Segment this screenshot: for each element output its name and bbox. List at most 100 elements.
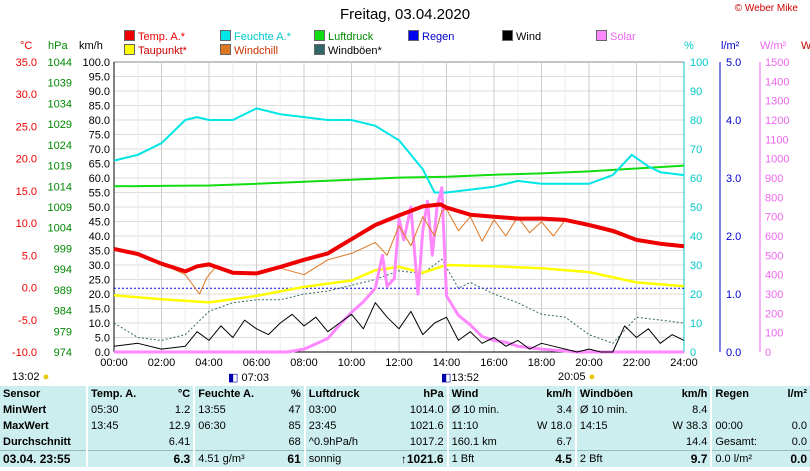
summary-cell: 8.4 <box>692 404 708 416</box>
unit-rain: l/m² <box>721 40 740 52</box>
tick-label-temp: 25.0 <box>16 121 37 133</box>
summary-cell: sonnig <box>303 450 382 467</box>
summary-header-temp: Temp. A. <box>85 386 157 402</box>
summary-cell: ^0.9hPa/h <box>303 434 382 451</box>
summary-cell: 1.2 <box>174 404 191 416</box>
tick-label-rain: 2.0 <box>726 231 741 243</box>
tick-label-pressure: 1034 <box>48 98 72 110</box>
summary-cell: 160.1 km <box>446 434 521 451</box>
summary-cell <box>574 434 656 451</box>
tick-label-x: 12:00 <box>385 357 413 369</box>
legend-solar: Solar <box>596 30 636 43</box>
sunrise-marker: ◧ 07:03 <box>228 372 269 384</box>
series-line-solar <box>114 186 684 354</box>
summary-cell: 4.51 g/m³ <box>193 450 278 467</box>
tick-label-wind: 10.0 <box>89 318 110 330</box>
tick-label-solar: 1000 <box>765 154 789 166</box>
summary-cell: 1 Bft <box>446 450 521 467</box>
series-line-taupunkt <box>113 263 685 304</box>
legend-pressure: Luftdruck <box>314 30 373 43</box>
tick-label-humidity: 10 <box>690 318 702 330</box>
summary-row-label: MinWert <box>3 404 47 416</box>
summary-cell: 13:45 <box>85 418 157 434</box>
tick-label-wind: 90.0 <box>89 86 110 98</box>
tick-label-humidity: 80 <box>690 115 702 127</box>
tick-label-x: 16:00 <box>480 357 508 369</box>
tick-label-solar: 300 <box>765 289 783 301</box>
copyright-label: © Weber Mike <box>734 3 798 14</box>
tick-label-pressure: 1009 <box>48 202 72 214</box>
tick-label-pressure: 1039 <box>48 78 72 90</box>
summary-row-label: MaxWert <box>3 420 49 432</box>
sun-marker-left: 13:02 ● <box>12 371 50 383</box>
tick-label-temp: -5.0 <box>18 315 37 327</box>
summary-cell: 6.41 <box>168 436 191 448</box>
summary-cell: 13:55 <box>193 402 278 418</box>
tick-label-solar: 1300 <box>765 96 789 108</box>
summary-cell: 68 <box>288 436 301 448</box>
summary-cell <box>193 434 278 451</box>
tick-label-solar: 1500 <box>765 57 789 69</box>
summary-cell: 14:15 <box>574 418 656 434</box>
tick-label-wind: 0.0 <box>95 347 110 359</box>
tick-label-wind: 15.0 <box>89 304 110 316</box>
tick-label-x: 04:00 <box>195 357 223 369</box>
tick-label-temp: 15.0 <box>16 186 37 198</box>
legend-dewpoint: Taupunkt* <box>124 44 187 57</box>
tick-label-wind: 100.0 <box>82 57 110 69</box>
tick-label-temp: 0.0 <box>22 283 37 295</box>
tick-label-pressure: 1024 <box>48 140 72 152</box>
summary-cell <box>710 402 776 418</box>
summary-cell: 14.4 <box>685 436 708 448</box>
summary-cell: 05:30 <box>85 402 157 418</box>
tick-label-temp: -10.0 <box>12 347 37 359</box>
tick-label-humidity: 50 <box>690 202 702 214</box>
chart-grid <box>113 61 685 353</box>
tick-label-x: 02:00 <box>148 357 176 369</box>
summary-cell: 12.9 <box>168 420 191 432</box>
legend-swatch-humidity <box>220 30 231 41</box>
tick-label-wind: 80.0 <box>89 115 110 127</box>
tick-label-solar: 0 <box>765 347 771 359</box>
summary-cell: 0.0 <box>791 436 807 448</box>
tick-label-solar: 1400 <box>765 76 789 88</box>
tick-label-wind: 30.0 <box>89 260 110 272</box>
tick-label-solar: 1100 <box>765 134 789 146</box>
summary-header-gusts-unit: km/h <box>681 388 708 400</box>
tick-label-x: 24:00 <box>670 357 698 369</box>
unit-solar-cut: W <box>801 40 810 52</box>
tick-label-wind: 65.0 <box>89 159 110 171</box>
legend-swatch-temp <box>124 30 135 41</box>
tick-label-pressure: 1004 <box>48 223 72 235</box>
tick-label-solar: 400 <box>765 270 783 282</box>
tick-label-wind: 70.0 <box>89 144 110 156</box>
summary-cell: 47 <box>288 404 301 416</box>
series-line-feuchte-a <box>113 107 685 194</box>
tick-label-pressure: 979 <box>54 326 72 338</box>
tick-label-pressure: 1044 <box>48 57 72 69</box>
noon-marker: ◧13:52 <box>441 372 479 384</box>
summary-row-current: 03.04. 23:55 6.3 4.51 g/m³ 61 sonnig ↑10… <box>0 450 810 467</box>
tick-label-wind: 20.0 <box>89 289 110 301</box>
summary-row-label: Durchschnitt <box>3 436 71 448</box>
summary-header-pressure: Luftdruck <box>303 386 382 402</box>
summary-cell: 0.0 <box>791 420 807 432</box>
tick-label-humidity: 20 <box>690 289 702 301</box>
tick-label-wind: 85.0 <box>89 101 110 113</box>
tick-label-pressure: 1014 <box>48 181 72 193</box>
summary-row-min: MinWert 05:30 1.2 13:55 47 03:00 1014.0 … <box>0 402 810 418</box>
summary-cell: 85 <box>288 420 301 432</box>
summary-cell: 1014.0 <box>409 404 444 416</box>
summary-cell <box>85 450 157 467</box>
tick-label-temp: 30.0 <box>16 89 37 101</box>
tick-label-wind: 40.0 <box>89 231 110 243</box>
tick-label-rain: 1.0 <box>726 289 741 301</box>
tick-label-x: 22:00 <box>623 357 651 369</box>
tick-label-solar: 200 <box>765 308 783 320</box>
summary-header-wind: Wind <box>446 386 521 402</box>
summary-cell <box>85 434 157 451</box>
summary-cell: 1017.2 <box>409 436 444 448</box>
summary-header-gusts: Windböen <box>574 386 656 402</box>
tick-label-solar: 1200 <box>765 115 789 127</box>
summary-cell: Gesamt: <box>710 434 776 451</box>
